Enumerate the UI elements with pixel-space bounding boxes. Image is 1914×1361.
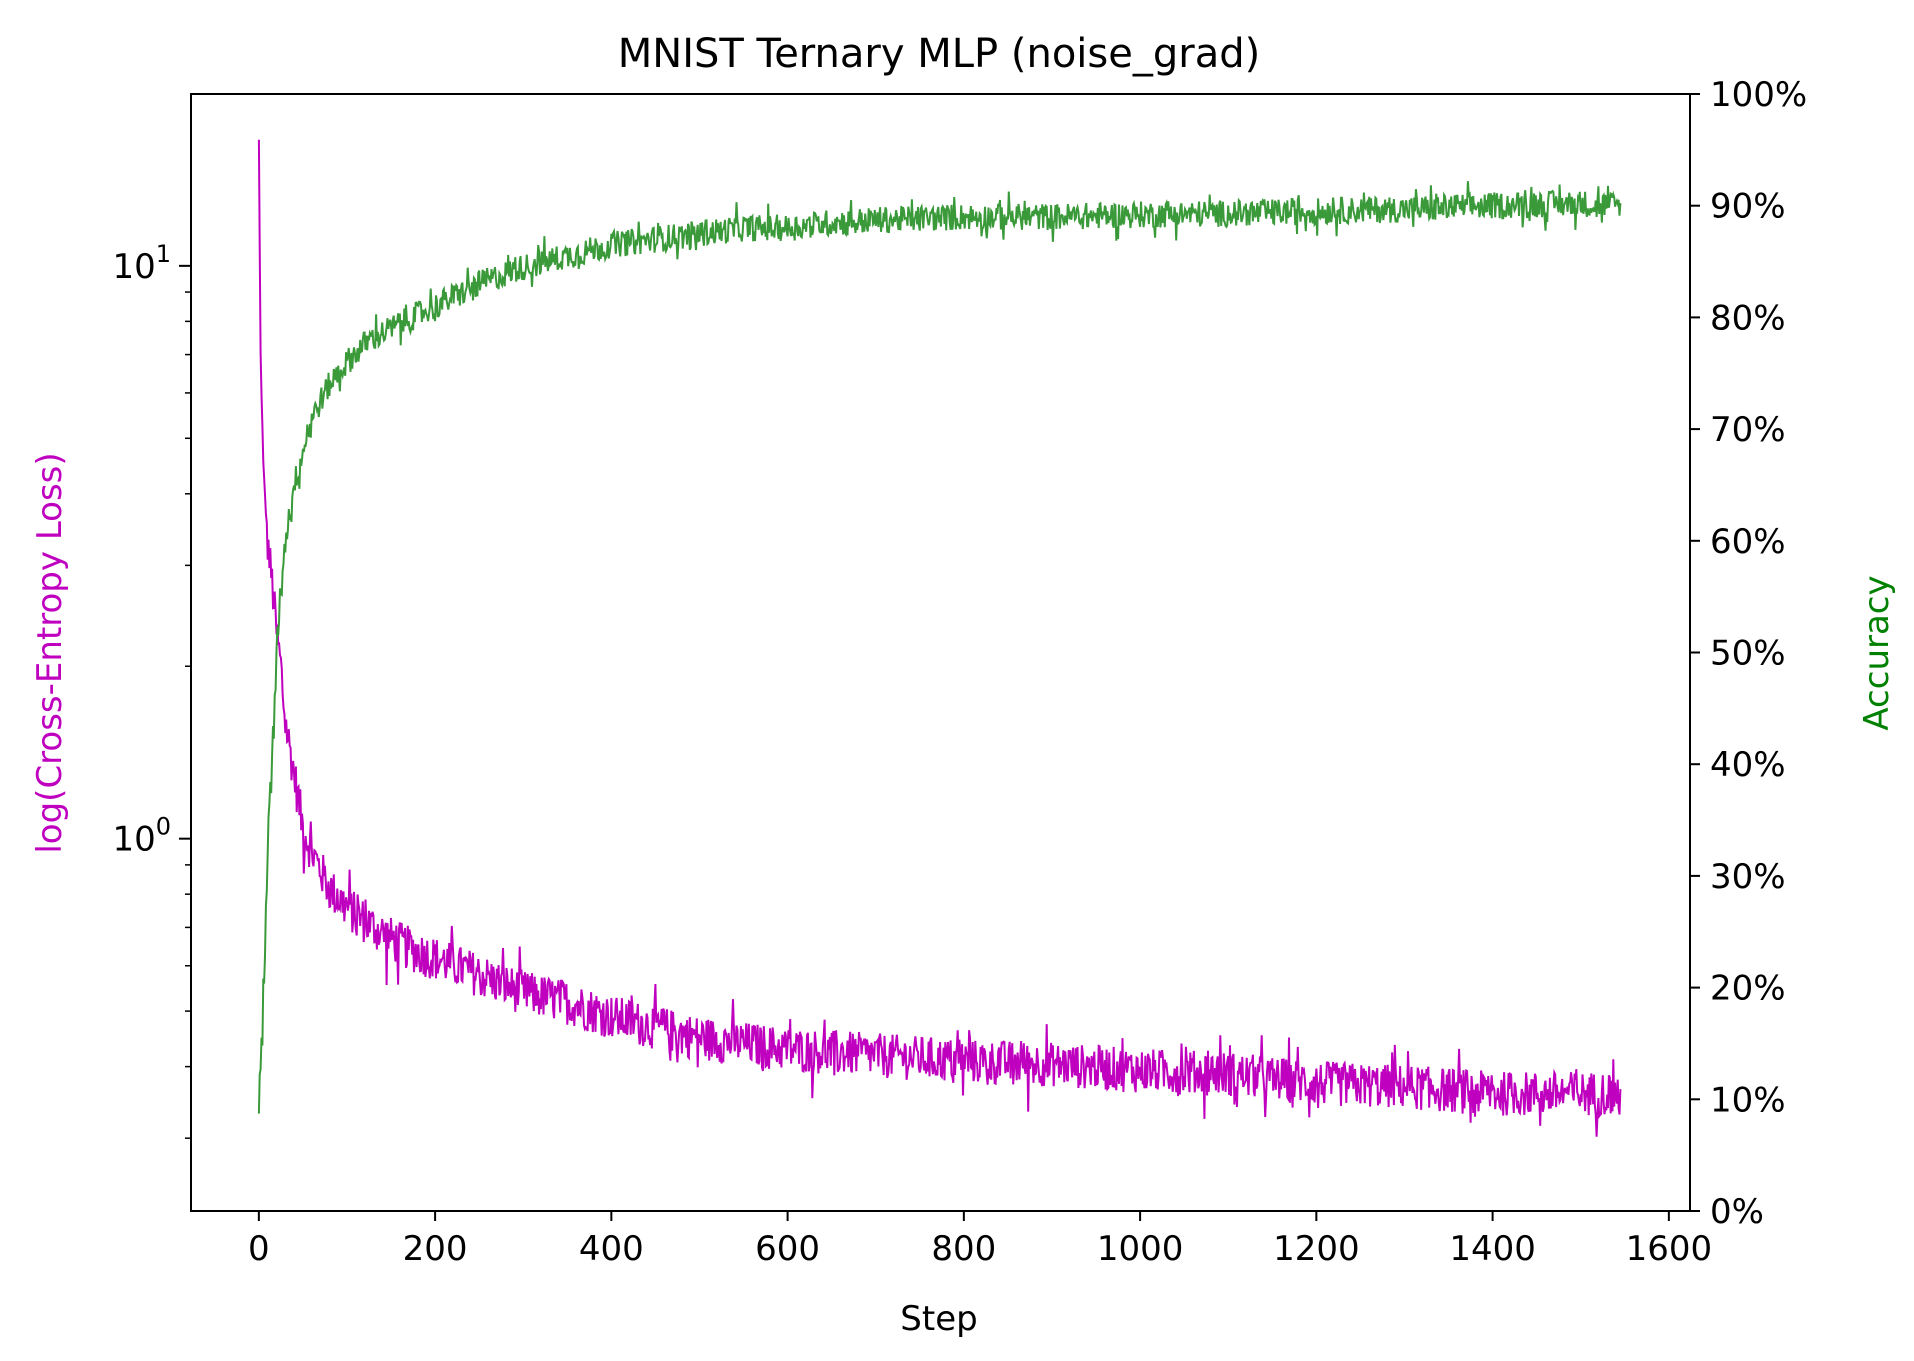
right-tick-label: 60% (1710, 522, 1786, 562)
right-tick-label: 20% (1710, 969, 1786, 1009)
x-tick-label: 800 (931, 1229, 996, 1269)
loss-line (257, 139, 1622, 1137)
x-tick-label: 600 (755, 1229, 820, 1269)
right-tick-label: 40% (1710, 745, 1786, 785)
right-tick-label: 0% (1710, 1192, 1764, 1232)
x-axis-label: Step (900, 1299, 977, 1339)
right-tick-label: 30% (1710, 857, 1786, 897)
right-tick-label: 90% (1710, 187, 1786, 227)
right-y-axis: 0% 10% 20% 30% 40% 50% 60% 70% 80% 90% 100% (1690, 75, 1807, 1232)
x-tick-label: 0 (248, 1229, 270, 1269)
x-axis: 0 200 400 600 800 1000 1200 1400 1600 (248, 1211, 1712, 1269)
left-tick-label: 101 (112, 240, 171, 287)
chart-title: MNIST Ternary MLP (noise_grad) (618, 31, 1260, 77)
right-tick-label: 50% (1710, 634, 1786, 674)
right-tick-label: 80% (1710, 298, 1786, 338)
right-tick-label: 10% (1710, 1080, 1786, 1120)
left-y-axis-label: log(Cross-Entropy Loss) (30, 452, 70, 853)
x-tick-label: 1400 (1449, 1229, 1536, 1269)
x-tick-label: 200 (403, 1229, 468, 1269)
left-tick-label: 100 (112, 813, 171, 860)
right-tick-label: 100% (1710, 75, 1807, 115)
accuracy-line (257, 181, 1622, 1114)
left-y-axis: 101 100 (112, 240, 191, 1139)
right-tick-label: 70% (1710, 410, 1786, 450)
x-tick-label: 400 (579, 1229, 644, 1269)
x-tick-label: 1600 (1626, 1229, 1713, 1269)
loss-series (257, 139, 1622, 1137)
x-tick-label: 1200 (1273, 1229, 1360, 1269)
right-y-axis-label: Accuracy (1857, 575, 1897, 730)
x-tick-label: 1000 (1097, 1229, 1184, 1269)
accuracy-series (257, 181, 1622, 1114)
